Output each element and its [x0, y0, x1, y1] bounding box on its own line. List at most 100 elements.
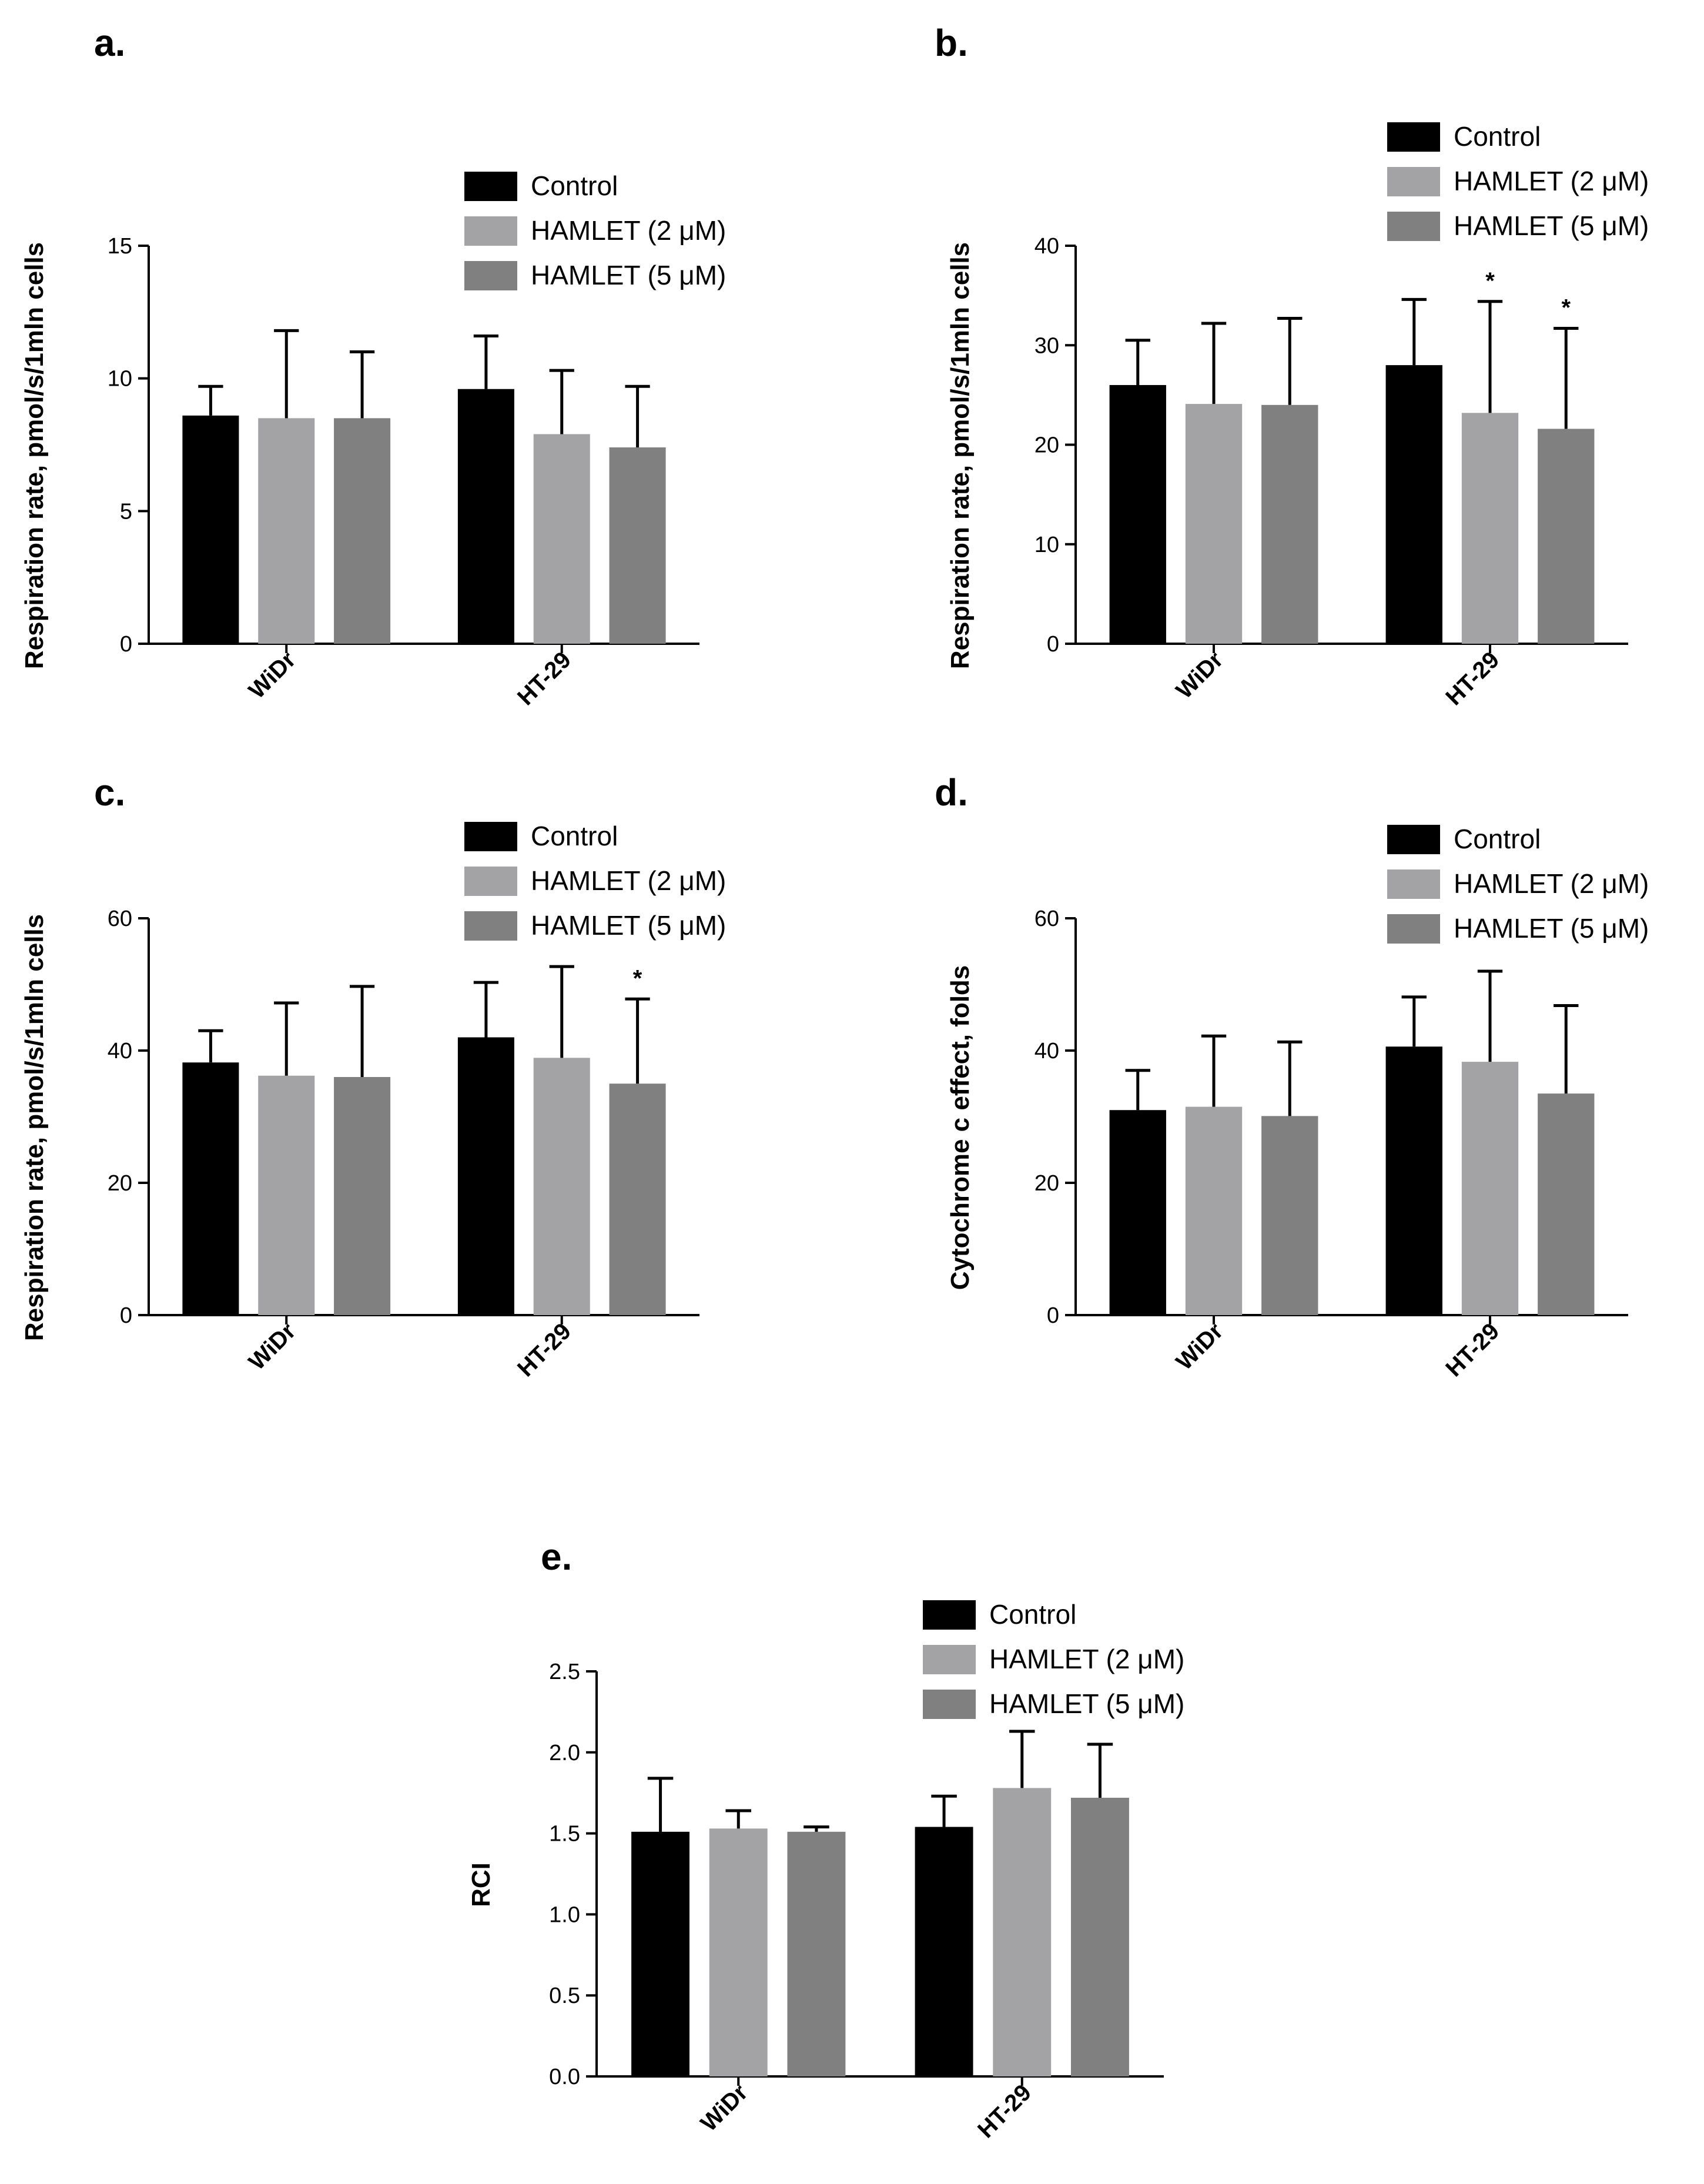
legend-label: HAMLET (5 μM) — [989, 1688, 1184, 1719]
bar-control-widr — [1109, 384, 1166, 644]
bar-control-ht-29 — [1385, 1046, 1442, 1315]
panel-d: d. Cytochrome c effect, folds 0 20 40 60 WiDr H… — [935, 771, 1649, 1382]
panel-label: d. — [935, 771, 968, 814]
legend-label: HAMLET (2 μM) — [531, 215, 726, 246]
bar-hamlet-2-m--widr — [1185, 404, 1243, 644]
bar-control-ht-29 — [1385, 365, 1442, 644]
y-axis-title: RCI — [467, 1862, 496, 1907]
x-category-label: WiDr — [244, 1318, 301, 1375]
bar-control-widr — [182, 1062, 239, 1315]
significance-marker: * — [633, 965, 642, 991]
bar-control-widr — [1109, 1110, 1166, 1315]
legend-swatch-0 — [923, 1600, 976, 1630]
y-axis-title: Respiration rate, pmol/s/1mln cells — [946, 242, 975, 669]
y-axis-title: Respiration rate, pmol/s/1mln cells — [20, 242, 49, 669]
legend-swatch-2 — [923, 1690, 976, 1719]
x-category-label: HT-29 — [973, 2079, 1036, 2143]
bar-control-ht-29 — [915, 1827, 973, 2076]
legend-swatch-0 — [1387, 122, 1440, 152]
y-tick-label: 20 — [1035, 1171, 1059, 1196]
y-tick-label: 0 — [1047, 632, 1059, 657]
significance-marker: * — [1485, 268, 1495, 294]
bar-hamlet-2-m--ht-29 — [993, 1788, 1052, 2076]
y-tick-label: 0 — [120, 1303, 132, 1328]
x-category-label: HT-29 — [1441, 1318, 1504, 1382]
panel-label: e. — [541, 1536, 572, 1578]
legend-swatch-1 — [1387, 869, 1440, 899]
x-category-label: WiDr — [244, 647, 301, 704]
legend-label: HAMLET (5 μM) — [1454, 913, 1649, 944]
y-tick-label: 10 — [1035, 533, 1059, 557]
bar-hamlet-5-m--ht-29 — [1538, 429, 1595, 644]
bar-control-widr — [182, 415, 239, 644]
x-category-label: WiDr — [696, 2079, 753, 2136]
legend-label: HAMLET (2 μM) — [989, 1644, 1184, 1674]
legend-label: Control — [531, 170, 618, 201]
y-tick-label: 60 — [1035, 907, 1059, 931]
y-tick-label: 0 — [120, 632, 132, 657]
legend-swatch-1 — [1387, 167, 1440, 196]
panel-e: e. RCI 0.0 0.5 1.0 1.5 2.0 2.5 WiDr HT-29 Control H… — [467, 1536, 1184, 2143]
y-tick-label: 2.5 — [549, 1660, 580, 1684]
y-tick-label: 2.0 — [549, 1741, 580, 1765]
y-tick-label: 40 — [1035, 234, 1059, 259]
significance-marker: * — [1561, 295, 1571, 320]
bar-hamlet-2-m--ht-29 — [1461, 1062, 1519, 1315]
y-tick-label: 20 — [1035, 433, 1059, 458]
y-tick-label: 30 — [1035, 333, 1059, 358]
bar-hamlet-5-m--ht-29 — [1538, 1093, 1595, 1315]
bar-hamlet-5-m--ht-29 — [609, 1083, 666, 1315]
legend-swatch-0 — [464, 822, 517, 851]
legend-label: HAMLET (2 μM) — [1454, 166, 1649, 196]
x-category-label: WiDr — [1171, 1318, 1228, 1375]
panel-a: a. Respiration rate, pmol/s/1mln cells 0 5 1… — [20, 22, 726, 710]
y-tick-label: 1.0 — [549, 1902, 580, 1927]
y-tick-label: 0.5 — [549, 1984, 580, 2008]
panel-c: c. Respiration rate, pmol/s/1mln cells 0 20… — [20, 771, 726, 1382]
legend-swatch-1 — [923, 1645, 976, 1674]
x-category-label: HT-29 — [513, 647, 576, 710]
bar-control-widr — [631, 1831, 690, 2076]
y-tick-label: 1.5 — [549, 1822, 580, 1847]
legend-label: Control — [1454, 824, 1541, 854]
bar-hamlet-5-m--widr — [1261, 1116, 1318, 1315]
legend-swatch-0 — [1387, 825, 1440, 854]
y-tick-label: 10 — [108, 367, 132, 392]
y-tick-label: 20 — [108, 1171, 132, 1196]
bar-hamlet-5-m--widr — [787, 1831, 846, 2076]
legend-label: Control — [989, 1599, 1076, 1630]
legend-swatch-1 — [464, 867, 517, 896]
bar-hamlet-2-m--ht-29 — [533, 434, 590, 644]
x-category-label: HT-29 — [513, 1318, 576, 1382]
bar-hamlet-5-m--widr — [334, 418, 391, 644]
y-tick-label: 15 — [108, 234, 132, 259]
y-tick-label: 5 — [120, 499, 132, 524]
y-axis-title: Respiration rate, pmol/s/1mln cells — [20, 914, 49, 1341]
legend-swatch-2 — [1387, 914, 1440, 944]
bar-hamlet-5-m--widr — [1261, 404, 1318, 644]
legend-swatch-1 — [464, 216, 517, 246]
bar-hamlet-5-m--widr — [334, 1077, 391, 1315]
panel-label: a. — [94, 22, 125, 64]
bar-hamlet-2-m--widr — [258, 1075, 315, 1315]
bar-hamlet-2-m--widr — [258, 418, 315, 644]
legend-swatch-0 — [464, 172, 517, 201]
x-category-label: WiDr — [1171, 647, 1228, 704]
bar-hamlet-2-m--widr — [709, 1828, 768, 2076]
bar-hamlet-2-m--ht-29 — [533, 1058, 590, 1315]
legend-label: HAMLET (5 μM) — [1454, 210, 1649, 241]
y-tick-label: 60 — [108, 907, 132, 931]
y-tick-label: 0 — [1047, 1303, 1059, 1328]
y-axis-title: Cytochrome c effect, folds — [946, 965, 975, 1290]
bar-hamlet-5-m--ht-29 — [1070, 1797, 1129, 2076]
legend-label: HAMLET (5 μM) — [531, 260, 726, 290]
bar-control-ht-29 — [457, 389, 514, 644]
panel-label: c. — [94, 771, 125, 814]
legend-swatch-2 — [464, 261, 517, 290]
y-tick-label: 0.0 — [549, 2065, 580, 2089]
bar-control-ht-29 — [457, 1037, 514, 1315]
y-tick-label: 40 — [1035, 1039, 1059, 1063]
legend-label: HAMLET (5 μM) — [531, 910, 726, 941]
legend-label: Control — [531, 821, 618, 851]
